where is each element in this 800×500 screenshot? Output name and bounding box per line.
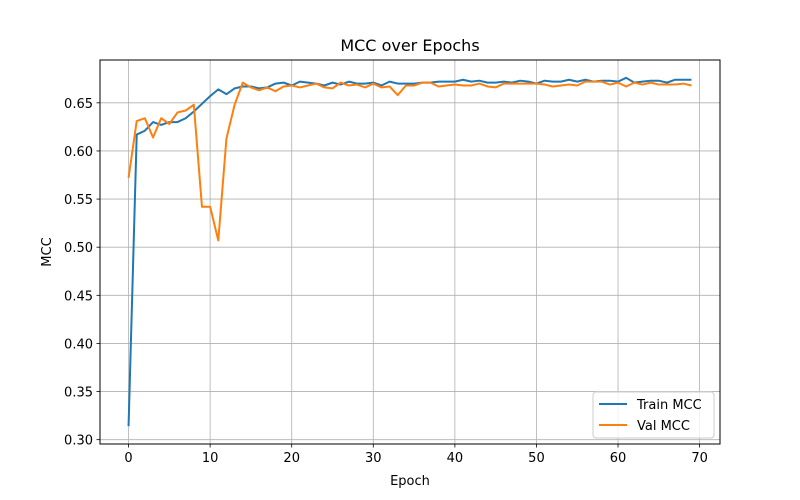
x-tick-label: 40 xyxy=(447,451,464,466)
x-axis-label: Epoch xyxy=(390,474,430,489)
y-tick-label: 0.45 xyxy=(64,289,93,304)
series-lines xyxy=(127,76,692,427)
y-tick-label: 0.50 xyxy=(64,241,93,256)
grid-lines xyxy=(100,60,720,444)
plot-frame xyxy=(99,59,721,445)
axis-ticks: 0 10 20 30 40 50 60 70 0.30 0.35 0.40 0.45 0.50 0.55 0… xyxy=(64,97,708,466)
x-tick-label: 0 xyxy=(124,451,132,466)
y-tick-label: 0.35 xyxy=(64,386,93,401)
x-tick-label: 10 xyxy=(202,451,219,466)
y-tick-label: 0.60 xyxy=(64,145,93,160)
y-tick-label: 0.65 xyxy=(64,97,93,112)
x-tick-label: 20 xyxy=(283,451,300,466)
legend: Train MCC Val MCC xyxy=(592,391,715,439)
legend-label-train-mcc: Train MCC xyxy=(636,398,702,413)
x-tick-label: 50 xyxy=(528,451,545,466)
x-tick-label: 70 xyxy=(691,451,708,466)
legend-label-val-mcc: Val MCC xyxy=(637,419,690,434)
y-tick-label: 0.55 xyxy=(64,193,93,208)
y-axis-label: MCC xyxy=(40,237,55,266)
x-tick-label: 30 xyxy=(365,451,382,466)
y-tick-label: 0.40 xyxy=(64,337,93,352)
x-tick-label: 60 xyxy=(610,451,627,466)
series-line-train-mcc xyxy=(127,76,692,427)
y-tick-label: 0.30 xyxy=(64,434,93,449)
chart-title: MCC over Epochs xyxy=(340,36,479,55)
series-line-val-mcc xyxy=(127,80,692,242)
